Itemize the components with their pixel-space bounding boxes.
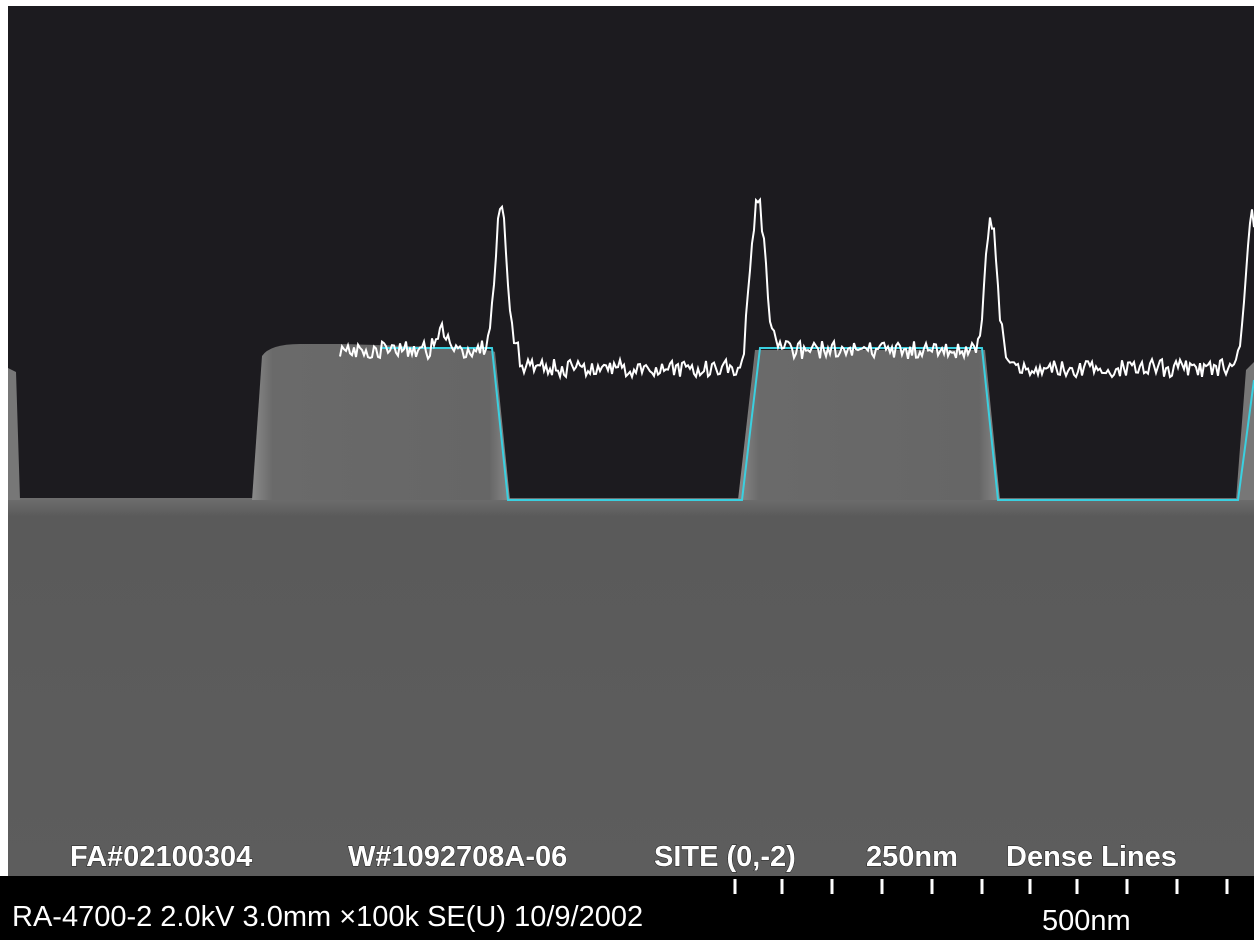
scale-label: 500nm xyxy=(1042,905,1131,937)
scale-bar xyxy=(733,879,1229,894)
overlay-label: Dense Lines xyxy=(1006,841,1177,873)
feature xyxy=(252,344,510,500)
overlay-label: 250nm xyxy=(866,841,958,873)
feature xyxy=(738,350,1000,500)
overlay-label: W#1092708A-06 xyxy=(348,841,567,873)
substrate xyxy=(8,498,1254,876)
info-bar xyxy=(0,876,1254,940)
profile-fit xyxy=(380,347,1254,501)
feature xyxy=(1236,362,1254,500)
signal-profile xyxy=(339,197,1254,381)
info-text: RA-4700-2 2.0kV 3.0mm ×100k SE(U) 10/9/2… xyxy=(12,901,643,933)
feature xyxy=(8,368,20,500)
overlay-label: SITE (0,-2) xyxy=(654,841,796,873)
overlay-label: FA#02100304 xyxy=(70,841,252,873)
